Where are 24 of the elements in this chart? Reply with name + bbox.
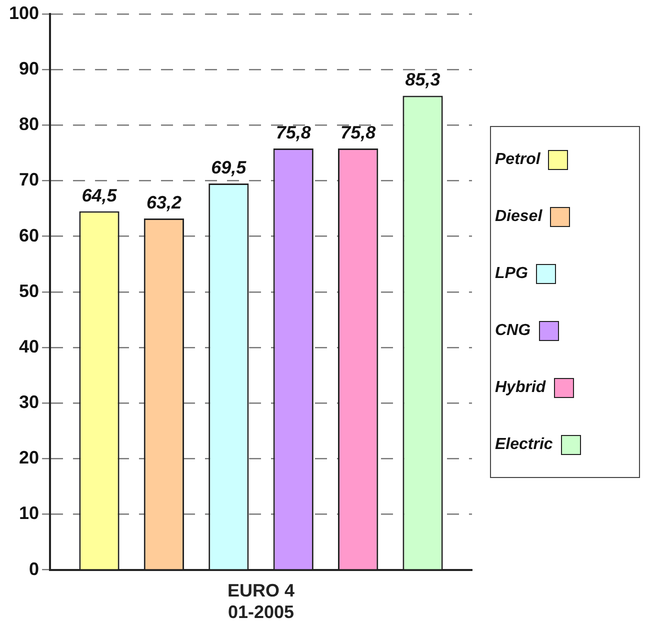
legend-label: CNG	[495, 322, 531, 340]
legend-label: LPG	[495, 264, 528, 282]
data-label: 69,5	[211, 157, 248, 178]
data-label: 64,5	[82, 185, 118, 206]
legend-label: Diesel	[495, 208, 542, 226]
data-label: 75,8	[276, 122, 311, 142]
y-tick-label: 20	[19, 448, 40, 468]
y-tick-label: 30	[19, 392, 40, 412]
y-tick-label: 90	[19, 58, 40, 79]
y-tick-label: 70	[19, 170, 40, 190]
x-tick-label: EURO 4 01-2005	[228, 580, 295, 622]
legend-label: Petrol	[495, 150, 540, 168]
data-label: 75,8	[340, 122, 376, 142]
y-tick-label: 80	[19, 114, 40, 134]
y-tick-label: 0	[29, 558, 40, 579]
y-tick-label: 100	[8, 2, 40, 23]
legend-label: Electric	[495, 436, 553, 454]
y-tick-label: 60	[19, 225, 40, 246]
y-tick-label: 10	[19, 503, 40, 524]
legend-label: Hybrid	[495, 378, 546, 396]
y-tick-label: 50	[19, 280, 40, 301]
data-label: 85,3	[405, 70, 440, 90]
y-tick-label: 40	[19, 336, 40, 356]
data-label: 63,2	[146, 192, 182, 213]
